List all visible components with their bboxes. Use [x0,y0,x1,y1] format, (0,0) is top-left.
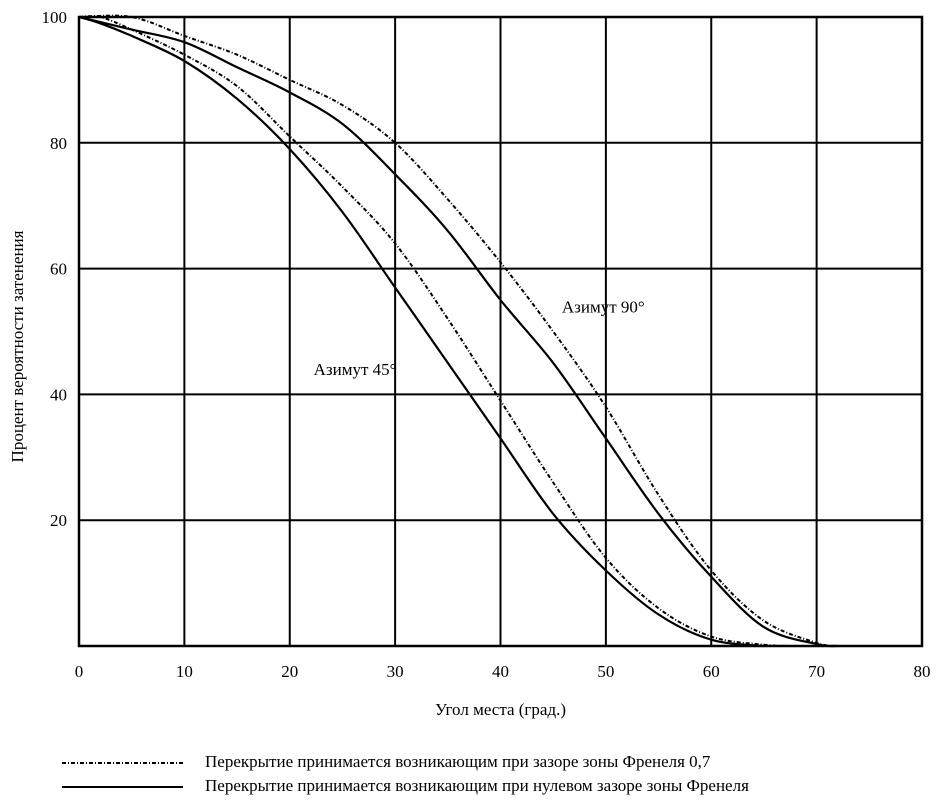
series-line-az45-solid [78,15,765,648]
x-axis-title: Угол места (град.) [435,700,566,719]
x-tick-label: 80 [914,662,931,681]
x-tick-label: 10 [176,662,193,681]
series-layer [78,14,838,648]
x-tick-label: 60 [703,662,720,681]
y-tick-label: 100 [42,8,68,27]
legend-swatch-solid [62,786,183,788]
annotation-azimuth-45: Азимут 45° [314,360,397,379]
series-line-az90-dotted [78,14,838,647]
x-tick-labels: 0 10 20 30 40 50 60 70 80 [75,662,931,681]
y-tick-label: 80 [50,134,67,153]
legend-item-solid: Перекрытие принимается возникающим при н… [60,775,930,799]
legend-label-solid: Перекрытие принимается возникающим при н… [205,776,749,795]
series-line-az90-solid [78,15,838,648]
x-tick-label: 40 [492,662,509,681]
plot-area-border [77,15,924,648]
x-tick-label: 70 [808,662,825,681]
y-tick-label: 20 [50,511,67,530]
y-axis-title: Процент вероятности затенения [8,230,27,462]
legend-swatch-dotted [62,762,183,764]
grid-lines [79,17,922,646]
y-tick-labels: 20 40 60 80 100 [42,8,68,530]
y-tick-label: 60 [50,260,67,279]
x-tick-label: 20 [281,662,298,681]
y-tick-label: 40 [50,385,67,404]
series-line-az45-dotted [78,15,796,647]
legend-label-dotted: Перекрытие принимается возникающим при з… [205,752,711,771]
annotation-azimuth-90: Азимут 90° [562,297,645,316]
x-tick-label: 30 [387,662,404,681]
x-tick-label: 50 [597,662,614,681]
x-tick-label: 0 [75,662,84,681]
legend-item-dotted: Перекрытие принимается возникающим при з… [60,751,930,775]
